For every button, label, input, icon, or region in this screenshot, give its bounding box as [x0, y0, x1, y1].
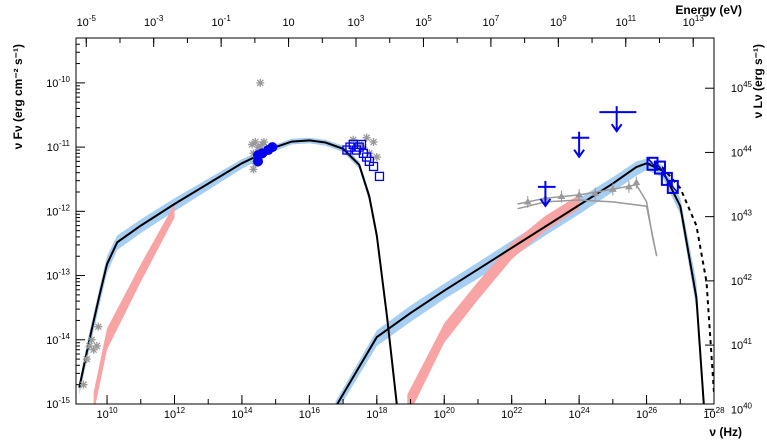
model-curve-4	[78, 139, 398, 404]
model-curve-dashed	[646, 162, 714, 393]
y-tick-label: 10-14	[46, 332, 70, 347]
data-point-butterfly-diag	[667, 180, 679, 194]
data-point-star	[249, 165, 258, 174]
top-tick-label: 10-3	[144, 14, 164, 29]
top-tick-label: 1011	[615, 14, 636, 29]
data-point-star	[355, 140, 364, 149]
data-point-star	[251, 138, 260, 147]
data-point-star	[79, 380, 88, 389]
top-tick-label: 10-5	[77, 14, 97, 29]
x-tick-label: 1012	[164, 406, 186, 421]
upper-limit-arrow	[539, 198, 552, 208]
axes: 1010 1012 1014 1016 1018 1020 1022 1024 1026 1028…	[46, 14, 752, 421]
data-point-star	[372, 153, 381, 162]
data-point-square	[351, 145, 362, 155]
top-tick-label: 105	[415, 14, 432, 29]
data-point-butterfly-diag	[654, 161, 666, 175]
data-point-circle	[253, 150, 264, 161]
y-tick-label: 10-11	[47, 139, 71, 154]
data-point-square	[374, 171, 385, 182]
model-band-2	[93, 204, 175, 404]
upper-limit-arrow	[573, 149, 585, 159]
y-tick-label: 10-10	[46, 75, 70, 90]
right-tick-label: 1045	[731, 80, 753, 95]
y-tick-label: 10-15	[46, 396, 70, 411]
x-tick-label: 1024	[569, 406, 591, 421]
data-point-square	[356, 139, 367, 150]
x-tick-label: 1028	[703, 406, 725, 421]
model-band-1	[335, 158, 704, 404]
model-curves	[78, 139, 714, 404]
y-tick-label: 10-12	[46, 203, 70, 218]
data-point-square	[342, 145, 352, 155]
x-axis-label: ν (Hz)	[709, 425, 742, 439]
y-axis-label: ν Fν (erg cm⁻² s⁻¹)	[11, 44, 25, 149]
data-point-star	[82, 355, 91, 364]
upper-limit-arrow	[610, 123, 623, 133]
right-tick-label: 1042	[731, 273, 753, 288]
x-tick-label: 1018	[366, 406, 388, 421]
x-tick-label: 1022	[501, 406, 523, 421]
x-tick-label: 1010	[96, 406, 118, 421]
data-point-star	[92, 342, 101, 351]
right-tick-label: 1043	[731, 209, 753, 224]
data-point-star	[94, 322, 103, 331]
model-band-0	[79, 137, 398, 404]
top-tick-label: 103	[348, 14, 365, 29]
data-point-square	[368, 161, 379, 172]
data-point-star	[369, 138, 378, 147]
data-point-square	[345, 142, 355, 152]
x-tick-label: 1016	[299, 406, 321, 421]
top-axis-label: Energy (eV)	[675, 3, 742, 17]
model-bands	[79, 137, 704, 404]
top-tick-label: 107	[483, 14, 500, 29]
data-point-butterfly	[653, 160, 666, 175]
right-tick-label: 1041	[731, 337, 753, 352]
right-axis-label: ν Lν (erg s⁻¹)	[751, 44, 765, 118]
data-point-star	[256, 78, 265, 87]
data-point-butterfly	[666, 179, 679, 194]
top-tick-label: 109	[550, 14, 567, 29]
top-tick-label: 10-1	[211, 14, 231, 29]
data-point-circle	[267, 142, 278, 153]
top-tick-label: 10	[282, 17, 294, 29]
data-point-star	[362, 133, 371, 142]
y-tick-label: 10-13	[46, 268, 70, 283]
x-tick-label: 1014	[231, 406, 253, 421]
right-tick-label: 1040	[731, 401, 753, 416]
x-tick-label: 1026	[636, 406, 658, 421]
x-tick-label: 1020	[434, 406, 456, 421]
data-point-star	[87, 335, 96, 344]
data-point-star	[89, 345, 98, 354]
data-points	[79, 78, 679, 389]
data-point-star	[259, 138, 268, 147]
data-point-star	[85, 342, 94, 351]
top-tick-label: 1013	[683, 14, 705, 29]
model-curve-5	[336, 162, 705, 404]
data-point-star	[349, 135, 358, 144]
right-tick-label: 1044	[731, 144, 753, 159]
